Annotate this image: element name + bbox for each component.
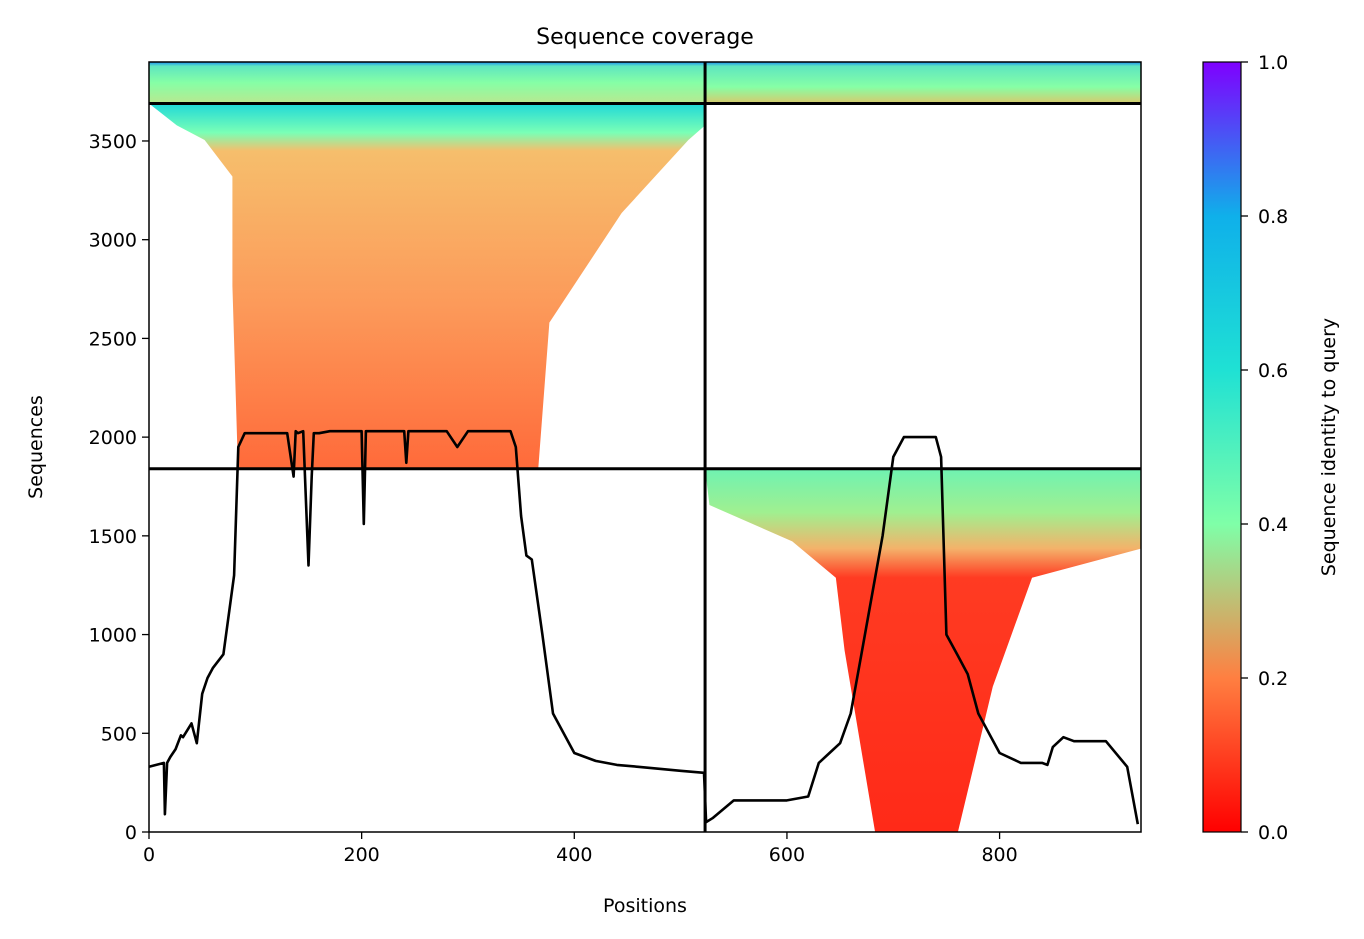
y-tick-label: 1000 <box>89 625 137 647</box>
block-chain-b-paired <box>705 62 1141 104</box>
x-axis-ticks: 0 200 400 600 800 <box>143 832 1018 866</box>
y-tick-label: 3000 <box>89 230 137 252</box>
x-tick-label: 600 <box>769 844 805 866</box>
block-chain-a-paired <box>149 62 706 104</box>
colorbar-ticks: 0.0 0.2 0.4 0.6 0.8 1.0 <box>1241 52 1288 844</box>
x-tick-label: 0 <box>143 844 155 866</box>
colorbar-tick-label: 0.0 <box>1258 822 1288 844</box>
colorbar-tick-label: 0.4 <box>1258 514 1288 536</box>
coverage-line <box>148 429 1140 825</box>
block-chain-a-unpaired <box>149 103 706 469</box>
block-chain-b-unpaired <box>705 468 1141 832</box>
plot-area <box>148 62 1141 832</box>
x-tick-label: 200 <box>344 844 380 866</box>
chart-title: Sequence coverage <box>536 25 754 50</box>
colorbar-tick-label: 0.6 <box>1258 360 1288 382</box>
y-axis-label: Sequences <box>25 395 47 499</box>
x-tick-label: 800 <box>981 844 1017 866</box>
colorbar-tick-label: 0.2 <box>1258 668 1288 690</box>
y-axis-ticks: 0 500 1000 1500 2000 2500 3000 3500 <box>89 131 149 844</box>
plot-frame <box>148 61 1142 833</box>
y-tick-label: 3500 <box>89 131 137 153</box>
colorbar-tick-label: 1.0 <box>1258 52 1288 74</box>
x-tick-label: 400 <box>556 844 592 866</box>
y-tick-label: 500 <box>101 723 137 745</box>
colorbar-label: Sequence identity to query <box>1318 318 1340 576</box>
y-tick-label: 0 <box>125 822 137 844</box>
y-tick-label: 1500 <box>89 526 137 548</box>
x-axis-label: Positions <box>603 895 687 917</box>
colorbar-gradient <box>1202 61 1242 833</box>
colorbar: 0.0 0.2 0.4 0.6 0.8 1.0 Sequence identity to … <box>1202 52 1340 844</box>
y-tick-label: 2000 <box>89 427 137 449</box>
colorbar-tick-label: 0.8 <box>1258 206 1288 228</box>
y-tick-label: 2500 <box>89 328 137 350</box>
